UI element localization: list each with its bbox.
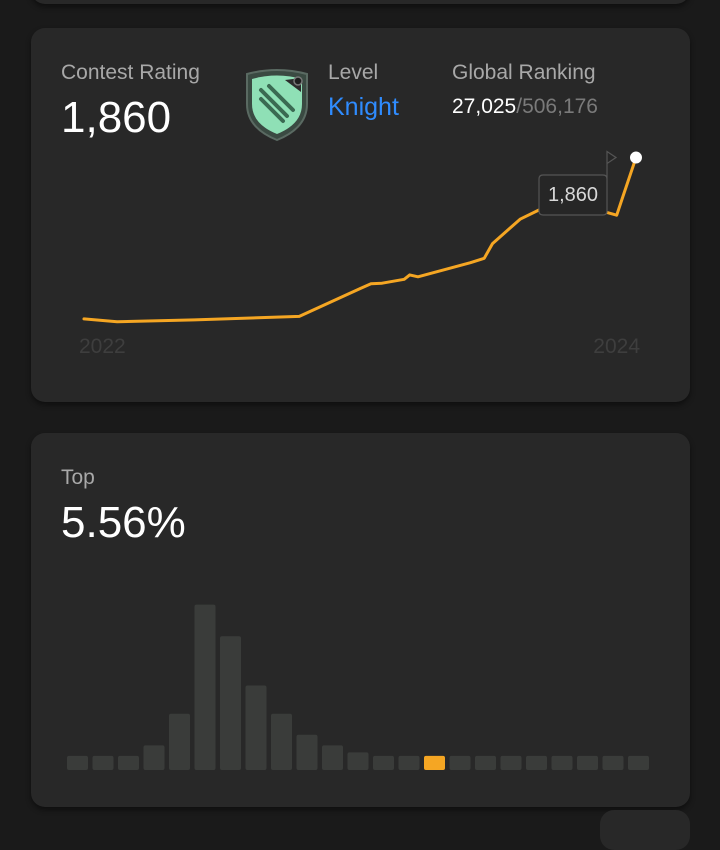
rating-history-chart[interactable]: 1,860 2022 2024 — [31, 28, 690, 402]
distribution-bar[interactable] — [143, 745, 165, 770]
x-tick-label-end: 2024 — [593, 335, 640, 358]
rating-tooltip: 1,860 — [538, 150, 618, 216]
distribution-bar[interactable] — [551, 755, 573, 770]
level-value: Knight — [328, 93, 399, 121]
distribution-bar[interactable] — [169, 713, 190, 770]
distribution-bar[interactable] — [398, 755, 420, 770]
contest-rating-label: Contest Rating — [61, 61, 200, 84]
rating-current-point[interactable] — [630, 151, 642, 164]
distribution-bar[interactable] — [322, 745, 343, 770]
next-card — [600, 810, 690, 850]
top-percentile-card: Top 5.56% — [31, 433, 690, 807]
distribution-bar[interactable] — [500, 755, 522, 770]
previous-card — [31, 0, 690, 4]
distribution-bar[interactable] — [296, 734, 318, 770]
distribution-bar[interactable] — [245, 685, 267, 771]
distribution-bar[interactable] — [118, 755, 139, 770]
level-label: Level — [328, 61, 379, 84]
distribution-bar[interactable] — [577, 755, 598, 770]
top-label: Top — [61, 466, 95, 489]
rating-tooltip-box — [538, 150, 618, 216]
distribution-bar[interactable] — [602, 755, 624, 770]
distribution-bar[interactable] — [220, 636, 241, 770]
distribution-bar[interactable] — [271, 713, 292, 770]
distribution-bar[interactable] — [373, 755, 394, 770]
rating-tooltip-text: 1,860 — [548, 184, 598, 206]
distribution-bar[interactable] — [526, 755, 547, 770]
contest-rating-card: Contest Rating 1,860 Level Knight Global… — [31, 28, 690, 402]
distribution-bar[interactable] — [92, 755, 114, 770]
distribution-bar[interactable] — [449, 755, 471, 770]
global-ranking-current: 27,025 — [452, 95, 517, 118]
distribution-bar[interactable] — [347, 752, 369, 770]
distribution-bar-current[interactable] — [424, 755, 445, 770]
distribution-bar[interactable] — [628, 755, 649, 770]
global-ranking-separator: / — [516, 95, 523, 118]
global-ranking-value: 27,025/506,176 — [452, 95, 598, 119]
contest-rating-value: 1,860 — [61, 93, 172, 142]
distribution-bar[interactable] — [475, 755, 496, 770]
rating-distribution-chart[interactable] — [31, 433, 690, 807]
x-tick-label-start: 2022 — [79, 335, 126, 358]
knight-badge-icon[interactable] — [241, 66, 313, 142]
distribution-bar[interactable] — [67, 755, 88, 770]
global-ranking-total: 506,176 — [522, 95, 598, 118]
top-percentile-value: 5.56% — [61, 498, 186, 547]
distribution-bar[interactable] — [194, 604, 216, 770]
global-ranking-label: Global Ranking — [452, 61, 596, 84]
